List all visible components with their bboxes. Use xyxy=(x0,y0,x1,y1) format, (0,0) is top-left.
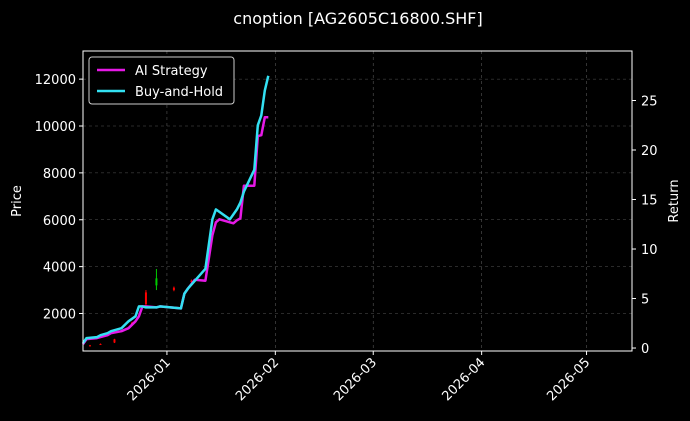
y-left-tick-label: 2000 xyxy=(43,308,76,323)
candle-body xyxy=(113,339,116,343)
candle-body xyxy=(190,280,193,282)
y-left-tick-label: 12000 xyxy=(35,73,76,88)
y-left-tick-label: 4000 xyxy=(43,261,76,276)
y-right-tick-label: 15 xyxy=(641,194,658,209)
chart-title: cnoption [AG2605C16800.SHF] xyxy=(233,9,482,28)
y-left-tick-label: 8000 xyxy=(43,167,76,182)
plot-frame xyxy=(82,50,633,352)
line-series xyxy=(81,75,270,345)
candlestick-series xyxy=(88,268,193,347)
legend-label-ai-strategy: AI Strategy xyxy=(135,64,208,79)
candle-body xyxy=(88,345,91,347)
y-right-tick-label: 10 xyxy=(641,243,658,258)
candle-body xyxy=(144,292,147,305)
candle-body xyxy=(155,278,158,286)
legend-label-buy-and-hold: Buy-and-Hold xyxy=(135,85,223,100)
y-right-tick-label: 5 xyxy=(641,293,649,308)
y-right-tick-label: 0 xyxy=(641,342,649,357)
y-axis-right-title: Return xyxy=(667,179,682,222)
legend-box xyxy=(88,56,235,105)
y-left-tick-label: 10000 xyxy=(35,120,76,135)
candle-body xyxy=(99,343,102,345)
y-axis-left-title: Price xyxy=(10,185,25,217)
candle-body xyxy=(172,287,175,291)
legend: AI Strategy Buy-and-Hold xyxy=(88,56,235,105)
y-right-tick-label: 20 xyxy=(641,144,658,159)
series-line-buy-and-hold xyxy=(81,75,270,344)
right-y-axis: 0 5 10 15 20 25 xyxy=(632,95,658,357)
left-y-axis: 2000 4000 6000 8000 10000 12000 xyxy=(35,73,83,323)
y-left-tick-label: 6000 xyxy=(43,214,76,229)
y-right-tick-label: 25 xyxy=(641,95,658,110)
